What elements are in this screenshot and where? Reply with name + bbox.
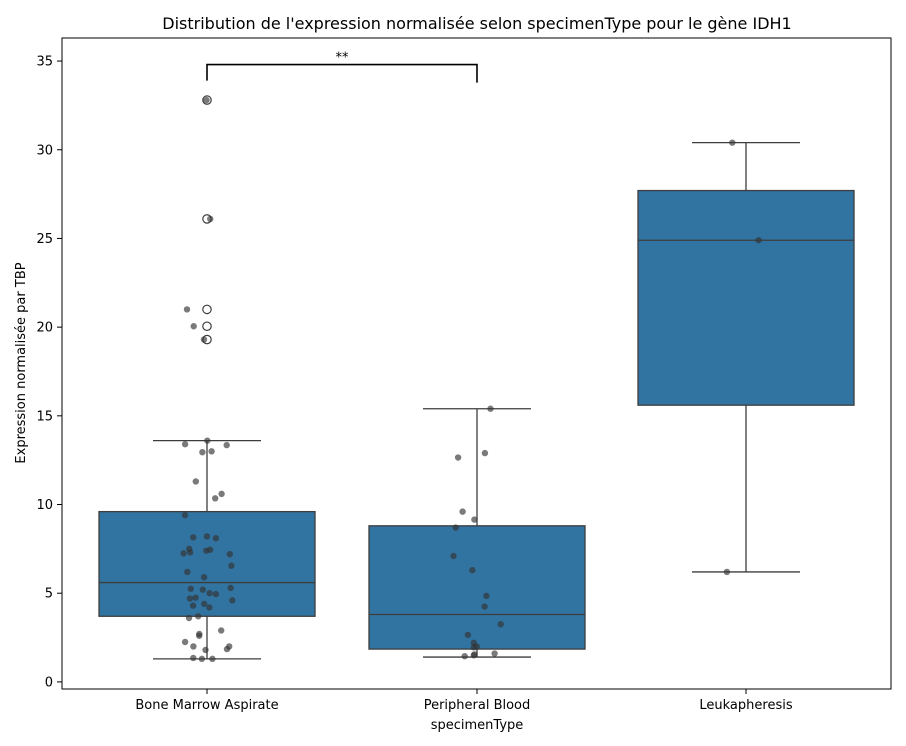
point-bone-marrow-aspirate-34 (201, 600, 208, 608)
x-tick-label-peripheral-blood: Peripheral Blood (424, 698, 531, 713)
y-tick-label-10: 10 (36, 498, 53, 513)
y-tick-label-30: 30 (36, 143, 53, 158)
point-bone-marrow-aspirate-44 (190, 643, 197, 650)
y-axis-label: Expression normalisée par TBP (14, 262, 29, 463)
significance-label-0: ** (336, 51, 350, 66)
point-bone-marrow-aspirate-32 (186, 595, 194, 602)
point-peripheral-blood-14 (470, 644, 477, 651)
point-bone-marrow-aspirate-42 (181, 638, 189, 646)
point-bone-marrow-aspirate-9 (199, 448, 206, 456)
point-bone-marrow-aspirate-21 (180, 550, 187, 557)
point-bone-marrow-aspirate-8 (208, 448, 215, 455)
point-bone-marrow-aspirate-35 (189, 602, 197, 609)
point-bone-marrow-aspirate-2 (183, 306, 191, 313)
point-bone-marrow-aspirate-45 (223, 645, 231, 653)
point-peripheral-blood-6 (450, 552, 457, 560)
point-bone-marrow-aspirate-20 (187, 549, 194, 556)
x-tick-label-leukapheresis: Leukapheresis (699, 698, 792, 713)
point-bone-marrow-aspirate-31 (192, 594, 199, 601)
point-bone-marrow-aspirate-23 (228, 562, 235, 569)
axis-layer: 0 5 10 15 20 25 30 35 Bone Marrow Aspirate Periph… (36, 55, 792, 713)
point-bone-marrow-aspirate-19 (203, 547, 210, 554)
point-bone-marrow-aspirate-48 (209, 655, 216, 663)
point-peripheral-blood-10 (497, 621, 504, 628)
point-peripheral-blood-1 (481, 449, 489, 457)
box-bone-marrow-aspirate (98, 510, 316, 617)
point-bone-marrow-aspirate-11 (218, 490, 225, 498)
point-bone-marrow-aspirate-39 (218, 627, 225, 634)
box-peripheral-blood (368, 525, 586, 650)
point-leukapheresis-1 (755, 237, 762, 244)
plot-layer: ** (98, 51, 855, 663)
significance-bracket-0 (206, 63, 478, 83)
point-bone-marrow-aspirate-1 (207, 215, 214, 223)
point-bone-marrow-aspirate-3 (190, 323, 197, 330)
point-bone-marrow-aspirate-46 (202, 646, 209, 654)
point-bone-marrow-aspirate-38 (185, 614, 193, 622)
point-bone-marrow-aspirate-7 (223, 441, 230, 449)
point-peripheral-blood-11 (464, 631, 472, 639)
point-bone-marrow-aspirate-28 (199, 586, 206, 593)
point-leukapheresis-0 (729, 139, 736, 146)
point-bone-marrow-aspirate-15 (190, 534, 197, 541)
point-peripheral-blood-9 (481, 603, 488, 610)
point-peripheral-blood-2 (454, 454, 462, 461)
point-peripheral-blood-8 (483, 592, 490, 600)
point-bone-marrow-aspirate-16 (212, 535, 220, 542)
outlier-bone-marrow-aspirate-3 (202, 321, 212, 332)
x-tick-label-bone-marrow-aspirate: Bone Marrow Aspirate (135, 698, 278, 713)
y-tick-label-0: 0 (45, 675, 53, 690)
point-peripheral-blood-7 (469, 566, 476, 574)
y-tick-label-15: 15 (36, 409, 53, 424)
point-bone-marrow-aspirate-30 (212, 590, 220, 598)
point-bone-marrow-aspirate-5 (204, 437, 211, 444)
y-tick-label-20: 20 (36, 321, 53, 336)
point-peripheral-blood-18 (461, 652, 468, 660)
point-bone-marrow-aspirate-33 (229, 597, 236, 604)
point-peripheral-blood-0 (487, 405, 494, 412)
point-bone-marrow-aspirate-13 (181, 511, 189, 519)
point-peripheral-blood-4 (471, 516, 478, 523)
chart-title: Distribution de l'expression normalisée … (162, 14, 791, 33)
point-peripheral-blood-3 (459, 508, 466, 515)
point-bone-marrow-aspirate-29 (206, 590, 213, 597)
point-bone-marrow-aspirate-37 (195, 613, 202, 620)
point-bone-marrow-aspirate-47 (190, 654, 197, 662)
point-peripheral-blood-17 (470, 652, 477, 659)
point-bone-marrow-aspirate-22 (226, 550, 233, 558)
point-bone-marrow-aspirate-49 (198, 655, 206, 663)
point-peripheral-blood-5 (452, 524, 459, 531)
point-bone-marrow-aspirate-24 (184, 568, 191, 576)
point-bone-marrow-aspirate-10 (192, 478, 199, 485)
point-peripheral-blood-15 (491, 650, 498, 657)
point-bone-marrow-aspirate-41 (196, 632, 203, 639)
point-bone-marrow-aspirate-26 (227, 584, 234, 592)
y-tick-label-25: 25 (36, 232, 53, 247)
x-axis-label: specimenType (431, 718, 524, 733)
point-leukapheresis-2 (723, 568, 731, 576)
point-bone-marrow-aspirate-36 (206, 604, 213, 611)
point-bone-marrow-aspirate-0 (203, 96, 210, 104)
point-bone-marrow-aspirate-14 (203, 533, 211, 540)
outlier-bone-marrow-aspirate-2 (202, 304, 212, 315)
box-leukapheresis (637, 189, 855, 406)
point-bone-marrow-aspirate-6 (181, 441, 189, 448)
y-tick-label-5: 5 (45, 587, 53, 602)
y-tick-label-35: 35 (36, 55, 53, 70)
point-bone-marrow-aspirate-12 (212, 495, 219, 502)
point-bone-marrow-aspirate-25 (200, 574, 208, 581)
point-bone-marrow-aspirate-4 (200, 336, 208, 343)
point-bone-marrow-aspirate-27 (187, 585, 194, 592)
